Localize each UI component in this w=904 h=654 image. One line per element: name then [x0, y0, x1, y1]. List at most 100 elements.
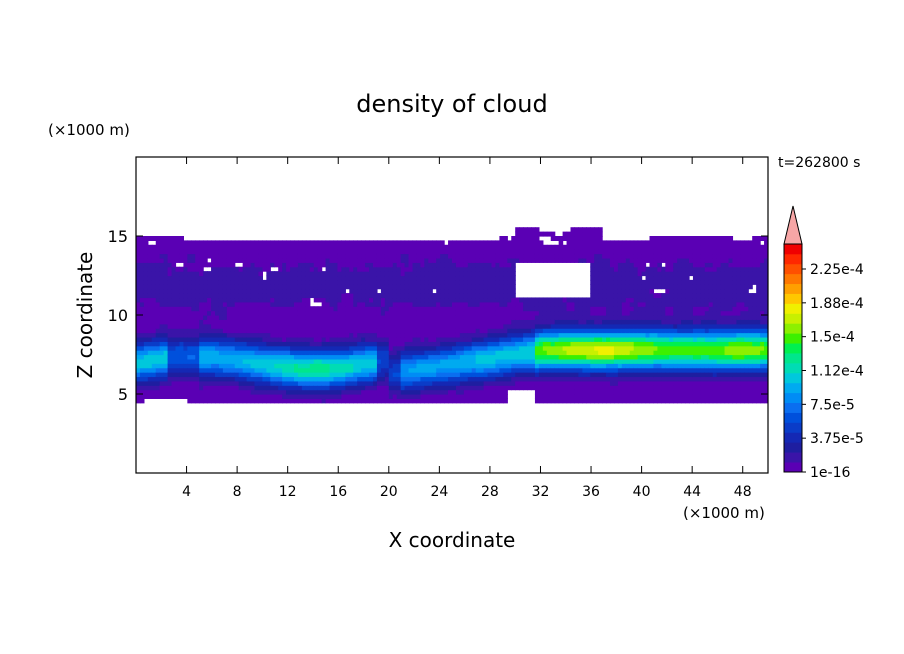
density-cell — [546, 310, 552, 316]
density-cell — [408, 244, 414, 250]
density-cell — [602, 249, 607, 255]
density-cell — [187, 341, 192, 347]
density-cell — [459, 266, 465, 272]
density-cell — [337, 279, 342, 285]
density-cell — [301, 323, 307, 329]
density-cell — [467, 376, 473, 382]
density-cell — [629, 328, 635, 334]
density-cell — [661, 332, 666, 338]
density-cell — [278, 354, 283, 360]
density-cell — [633, 323, 639, 329]
density-cell — [357, 288, 362, 294]
density-cell — [396, 315, 402, 320]
density-cell — [452, 394, 457, 399]
density-cell — [527, 249, 532, 255]
density-cell — [570, 385, 576, 391]
density-cell — [602, 394, 607, 399]
density-cell — [325, 257, 331, 263]
density-cell — [479, 240, 485, 246]
density-cell — [661, 354, 666, 360]
density-cell — [424, 350, 429, 356]
density-cell — [333, 363, 339, 369]
density-cell — [673, 293, 678, 299]
density-cell — [531, 257, 536, 263]
density-cell — [345, 306, 350, 312]
density-cell — [479, 394, 485, 399]
density-cell — [246, 257, 252, 263]
density-cell — [317, 306, 323, 312]
density-cell — [617, 262, 623, 268]
density-cell — [629, 380, 635, 386]
density-cell — [294, 284, 299, 290]
density-cell — [677, 297, 682, 303]
density-cell — [238, 284, 244, 290]
density-cell — [282, 244, 287, 250]
density-cell — [297, 398, 303, 404]
density-cell — [238, 266, 244, 272]
density-cell — [365, 323, 370, 329]
density-cell — [598, 363, 603, 369]
density-cell — [625, 336, 631, 342]
density-cell — [566, 376, 572, 382]
density-cell — [321, 398, 327, 404]
density-cell — [416, 372, 421, 378]
density-cell — [467, 288, 473, 294]
density-cell — [317, 240, 323, 246]
density-cell — [412, 293, 418, 299]
density-cell — [495, 358, 500, 364]
density-cell — [365, 376, 370, 382]
density-cell — [420, 284, 425, 290]
density-cell — [254, 323, 260, 329]
density-cell — [353, 354, 358, 360]
density-cell — [175, 266, 181, 272]
density-cell — [199, 306, 204, 312]
density-cell — [151, 257, 157, 263]
density-cell — [649, 301, 655, 307]
density-cell — [594, 293, 599, 299]
density-cell — [365, 279, 370, 285]
density-cell — [550, 376, 556, 382]
density-cell — [598, 257, 603, 263]
density-cell — [262, 336, 267, 342]
density-cell — [455, 253, 461, 259]
density-cell — [542, 315, 548, 320]
density-cell — [301, 297, 307, 303]
density-cell — [408, 275, 414, 281]
density-cell — [444, 332, 449, 338]
density-cell — [353, 394, 358, 399]
density-cell — [507, 301, 512, 307]
density-cell — [479, 315, 485, 320]
density-cell — [151, 363, 157, 369]
density-cell — [254, 376, 260, 382]
density-cell — [412, 275, 418, 281]
density-cell — [602, 332, 607, 338]
density-cell — [159, 288, 165, 294]
density-cell — [384, 293, 390, 299]
density-cell — [499, 367, 504, 373]
density-cell — [357, 367, 362, 373]
density-cell — [499, 271, 504, 277]
density-cell — [467, 336, 473, 342]
density-cell — [420, 345, 425, 351]
density-cell — [440, 350, 445, 356]
density-cell — [155, 301, 161, 307]
density-cell — [669, 284, 674, 290]
density-cell — [554, 310, 560, 316]
density-cell — [294, 253, 299, 259]
density-cell — [542, 244, 548, 250]
density-cell — [234, 345, 240, 351]
density-cell — [471, 275, 477, 281]
density-cell — [365, 358, 370, 364]
density-cell — [542, 398, 548, 404]
density-cell — [428, 306, 433, 312]
density-cell — [242, 288, 248, 294]
density-cell — [175, 376, 181, 382]
density-cell — [598, 310, 603, 316]
density-cell — [436, 306, 441, 312]
density-cell — [309, 275, 315, 281]
density-cell — [432, 240, 437, 246]
density-cell — [495, 354, 500, 360]
density-cell — [444, 279, 449, 285]
density-cell — [432, 257, 437, 263]
density-cell — [226, 345, 232, 351]
